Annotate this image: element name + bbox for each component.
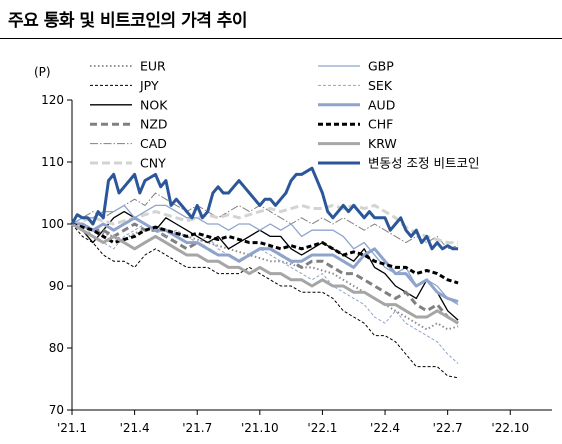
y-tick-label: 100 [41,217,64,231]
x-tick-label: '21.1 [57,421,87,435]
y-tick-label: 120 [41,93,64,107]
series-line-2 [71,210,459,321]
y-axis-unit-label: (P) [34,65,51,79]
legend-label: CAD [140,136,167,151]
x-tick-label: '21.4 [120,421,150,435]
y-tick-label: 110 [41,155,64,169]
series-line-0 [71,223,459,331]
legend-label: JPY [139,78,159,93]
x-tick-label: '22.4 [370,421,400,435]
series-line-9 [71,222,459,285]
legend-label: KRW [368,136,397,151]
chart-title: 주요 통화 및 비트코인의 가격 추이 [8,11,248,31]
legend-label: 변동성 조정 비트코인 [368,156,479,171]
series-line-11 [70,166,459,251]
x-tick-label: '22.10 [491,421,529,435]
y-tick-label: 70 [49,403,64,417]
legend-label: CHF [368,117,393,132]
legend-label: EUR [140,59,166,74]
x-tick-label: '21.10 [241,421,279,435]
series-line-8 [72,216,459,303]
legend-label: AUD [368,97,395,112]
series-line-3 [72,222,459,325]
legend-label: GBP [368,59,394,74]
x-tick-label: '21.7 [182,421,212,435]
series-line-10 [71,222,459,325]
legend-label: CNY [140,156,166,171]
x-tick-label: '22.1 [307,421,337,435]
series-line-4 [71,192,459,250]
legend-label: SEK [368,78,393,93]
y-tick-label: 80 [49,341,64,355]
legend-label: NOK [140,97,168,112]
series-line-1 [71,223,459,379]
series-line-7 [72,223,459,364]
x-tick-label: '22.7 [433,421,463,435]
legend-label: NZD [140,117,168,132]
title-divider [0,38,562,39]
y-tick-label: 90 [49,279,64,293]
